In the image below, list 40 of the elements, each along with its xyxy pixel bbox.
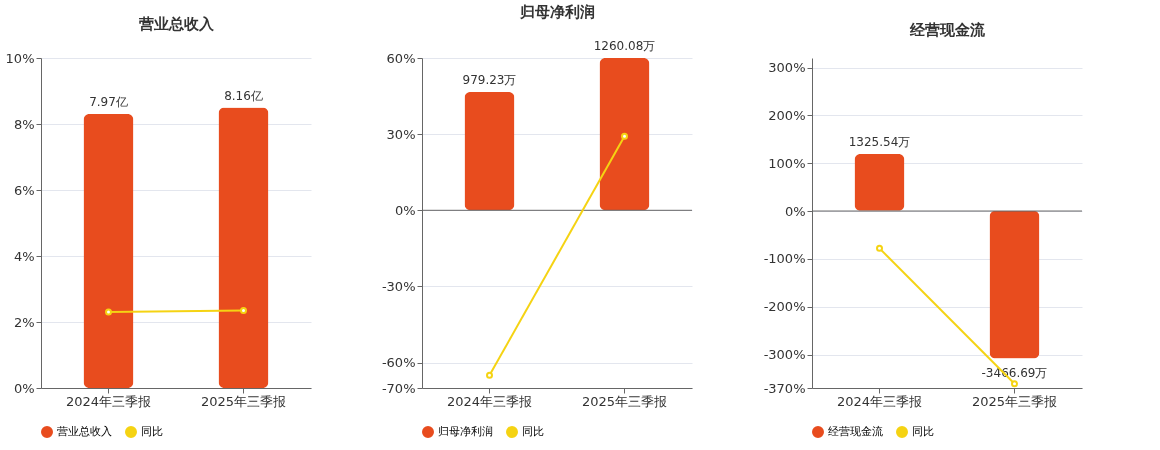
data-label: 7.97亿 — [89, 95, 128, 110]
legend-label: 归母净利润 — [438, 425, 493, 438]
chart-title: 经营现金流 — [908, 21, 986, 39]
y-tick-label: -30% — [381, 278, 416, 294]
y-tick-label: 4% — [13, 248, 35, 264]
legend-label: 营业总收入 — [57, 425, 112, 438]
y-tick-label: 300% — [768, 60, 806, 76]
y-tick-label: 200% — [768, 107, 806, 123]
y-tick-label: 2% — [13, 314, 35, 330]
y-tick-label: 30% — [386, 126, 416, 142]
y-tick-label: 8% — [13, 116, 35, 132]
data-label: 1325.54万 — [848, 135, 911, 150]
x-tick-label: 2025年三季报 — [581, 393, 668, 409]
x-tick-label: 2025年三季报 — [200, 393, 287, 409]
y-tick-label: -100% — [763, 251, 806, 267]
y-tick-label: 60% — [386, 50, 416, 66]
y-tick-label: -60% — [381, 355, 416, 371]
y-tick-label: 0% — [784, 203, 806, 219]
data-label: 8.16亿 — [224, 88, 263, 103]
x-tick-label: 2024年三季报 — [836, 393, 923, 409]
y-tick-label: 6% — [13, 182, 35, 198]
legend-label: 同比 — [912, 425, 934, 438]
y-tick-label: -370% — [763, 380, 806, 396]
x-tick-label: 2024年三季报 — [446, 393, 533, 409]
legend-label: 同比 — [141, 425, 163, 438]
data-label: 979.23万 — [462, 72, 517, 87]
y-tick-label: 0% — [394, 202, 416, 218]
legend-label: 同比 — [522, 425, 544, 438]
y-tick-label: -300% — [763, 347, 806, 363]
data-label: 1260.08万 — [593, 39, 656, 53]
y-tick-label: 100% — [768, 155, 806, 171]
chart-title: 归母净利润 — [518, 3, 595, 21]
y-tick-label: -200% — [763, 299, 806, 315]
y-tick-label: 0% — [13, 380, 35, 396]
legend-label: 经营现金流 — [828, 425, 883, 438]
y-tick-label: 10% — [5, 50, 35, 66]
y-tick-label: -70% — [381, 380, 416, 396]
chart-title: 营业总收入 — [137, 15, 215, 33]
x-tick-label: 2024年三季报 — [65, 393, 152, 409]
x-tick-label: 2025年三季报 — [971, 393, 1058, 409]
